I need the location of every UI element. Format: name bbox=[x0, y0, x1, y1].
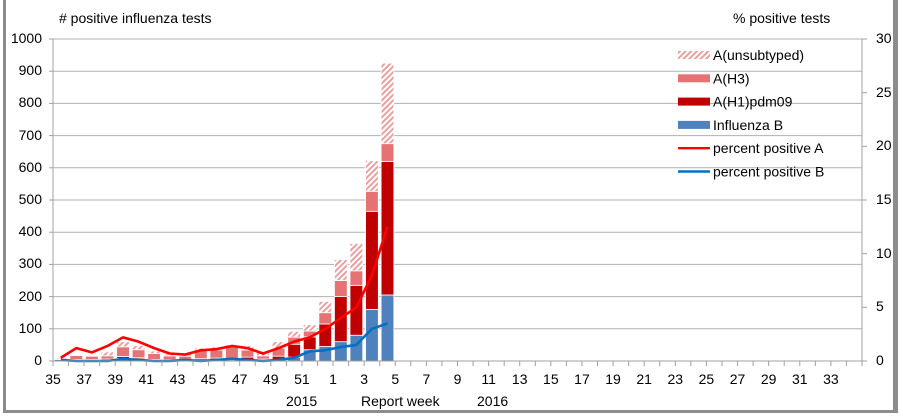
legend-label: Influenza B bbox=[713, 117, 783, 133]
x-tick-label: 47 bbox=[231, 371, 248, 387]
x-tick-label: 7 bbox=[422, 371, 431, 387]
x-tick-label: 37 bbox=[76, 371, 92, 387]
y-axis-title: # positive influenza tests bbox=[59, 10, 212, 26]
bar-segment bbox=[302, 324, 317, 332]
percent-line bbox=[60, 226, 389, 359]
bar-segment bbox=[69, 355, 84, 360]
y2-tick-label: 15 bbox=[876, 191, 892, 207]
bar-segment bbox=[116, 346, 130, 357]
y-tick-label: 400 bbox=[18, 223, 42, 240]
y-tick-label: 200 bbox=[18, 287, 42, 304]
y2-tick-label: 10 bbox=[876, 244, 892, 261]
y-tick-label: 800 bbox=[18, 94, 42, 111]
bar-segment bbox=[209, 349, 224, 359]
gridlines bbox=[53, 38, 862, 330]
bar-segment bbox=[69, 354, 84, 356]
bar-segment bbox=[162, 355, 177, 361]
x-tick-label: 49 bbox=[263, 371, 279, 387]
legend-swatch bbox=[678, 97, 710, 106]
y2-tick-label: 20 bbox=[876, 137, 892, 154]
y-tick-label: 900 bbox=[18, 62, 42, 79]
x-tick-label: 13 bbox=[511, 371, 528, 387]
x-tick-label: 9 bbox=[453, 371, 462, 387]
legend-swatch bbox=[678, 120, 710, 129]
bar-segment bbox=[349, 270, 364, 286]
percent-lines bbox=[60, 226, 389, 363]
bar-segment bbox=[334, 341, 348, 362]
y-tick-label: 100 bbox=[18, 319, 42, 336]
legend: A(unsubtyped) A(H3) A(H1)pdm09 Influenza B p… bbox=[678, 47, 824, 180]
bar-segment bbox=[147, 350, 161, 354]
year-label-2016: 2016 bbox=[477, 393, 509, 409]
bar-segment bbox=[318, 312, 333, 325]
bar-segment bbox=[131, 345, 146, 351]
x-tick-label: 27 bbox=[729, 371, 746, 387]
legend-swatch bbox=[678, 51, 710, 59]
bar-segment bbox=[54, 357, 68, 360]
bar-segment bbox=[365, 190, 379, 212]
x-tick-label: 25 bbox=[698, 371, 715, 387]
x-tick-label: 43 bbox=[169, 371, 186, 387]
y-tick-label: 300 bbox=[18, 255, 42, 272]
x-tick-label: 19 bbox=[605, 371, 621, 387]
y-tick-label: 700 bbox=[18, 126, 42, 143]
x-tick-label: 3 bbox=[360, 371, 369, 387]
bar-segment bbox=[334, 259, 348, 281]
bar-segment bbox=[380, 294, 395, 362]
x-tick-label: 33 bbox=[823, 371, 839, 387]
legend-swatch bbox=[678, 74, 710, 83]
bar-segment bbox=[240, 349, 255, 358]
axes bbox=[49, 38, 867, 366]
x-tick-label: 45 bbox=[200, 371, 217, 387]
y-tick-label: 1000 bbox=[10, 30, 42, 46]
bar-segment bbox=[380, 62, 395, 145]
x-tick-label: 15 bbox=[543, 371, 559, 387]
x-tick-label: 23 bbox=[667, 371, 684, 387]
x-axis-title: Report week bbox=[361, 393, 440, 409]
bar-segment bbox=[100, 355, 115, 360]
x-tick-label: 21 bbox=[636, 371, 652, 387]
legend-label: A(H3) bbox=[713, 70, 750, 86]
bar-segment bbox=[85, 355, 99, 357]
x-tick-label: 31 bbox=[791, 371, 808, 387]
bar-segment bbox=[85, 355, 99, 360]
y2-tick-label: 30 bbox=[876, 30, 892, 46]
x-tick-label: 41 bbox=[138, 371, 155, 387]
y-tick-label: 500 bbox=[18, 191, 42, 207]
year-label-2015: 2015 bbox=[286, 393, 318, 409]
x-tick-label: 35 bbox=[45, 371, 61, 387]
x-tick-label: 39 bbox=[107, 371, 123, 387]
bar-segment bbox=[225, 346, 239, 360]
bar-segment bbox=[365, 160, 379, 192]
x-tick-label: 29 bbox=[760, 371, 777, 387]
y-tick-label: 0 bbox=[34, 352, 42, 368]
bar-segment bbox=[100, 351, 115, 357]
bar-segment bbox=[256, 355, 270, 360]
bar-segment bbox=[287, 330, 301, 338]
x-tick-label: 1 bbox=[329, 371, 337, 387]
bar-segment bbox=[334, 280, 348, 298]
x-tick-label: 51 bbox=[294, 371, 310, 387]
chart-frame-shadow bbox=[893, 0, 898, 413]
bar-segment bbox=[131, 349, 146, 359]
y2-axis-title: % positive tests bbox=[733, 10, 831, 26]
legend-label: A(unsubtyped) bbox=[713, 47, 804, 63]
bar-segment bbox=[349, 243, 364, 272]
y2-tick-label: 5 bbox=[876, 298, 884, 315]
percent-line bbox=[60, 322, 388, 363]
x-tick-label: 17 bbox=[574, 371, 590, 387]
bar-segment bbox=[116, 341, 130, 348]
y-tick-label: 600 bbox=[18, 158, 42, 175]
legend-label: A(H1)pdm09 bbox=[713, 94, 793, 110]
y2-tick-label: 0 bbox=[876, 352, 884, 368]
legend-label: percent positive B bbox=[713, 164, 824, 180]
x-tick-label: 5 bbox=[391, 371, 400, 387]
legend-label: percent positive A bbox=[713, 140, 824, 156]
bar-segment bbox=[147, 353, 161, 360]
x-tick-label: 11 bbox=[481, 371, 496, 387]
bar-segment bbox=[318, 301, 333, 314]
y2-tick-label: 25 bbox=[876, 83, 892, 100]
bar-segment bbox=[380, 143, 395, 162]
